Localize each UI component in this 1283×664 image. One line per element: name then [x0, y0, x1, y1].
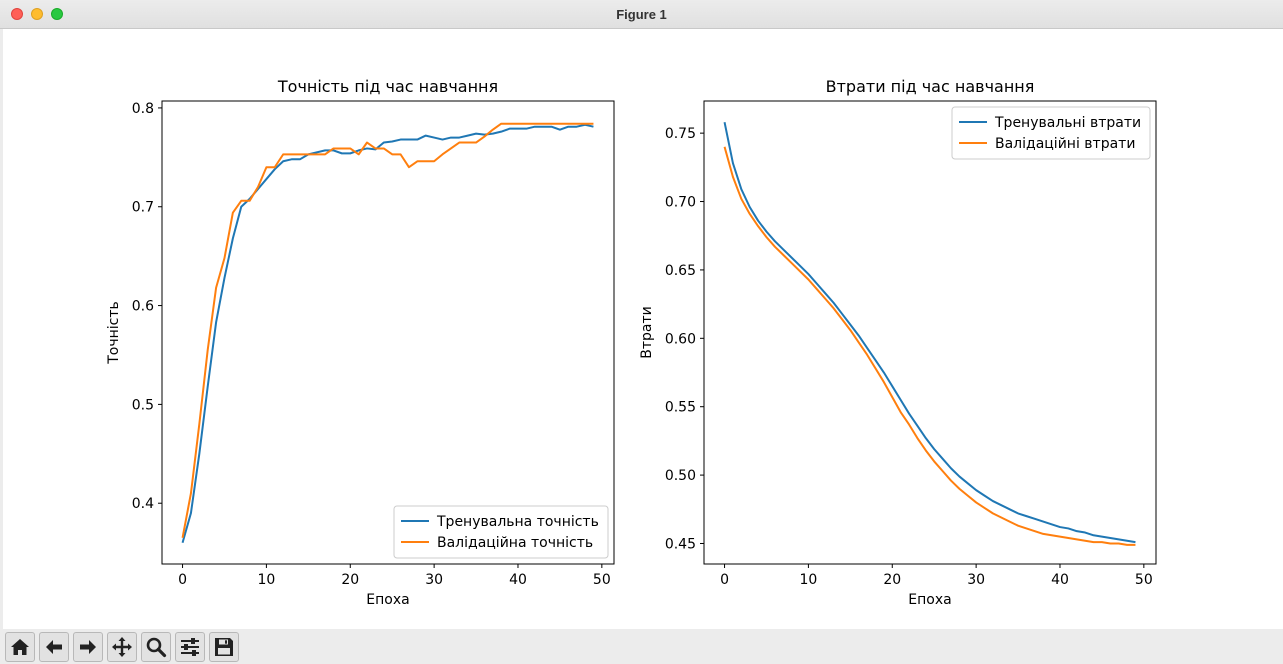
x-tick-label-1-1: 10 — [799, 572, 817, 588]
y-tick-label-1-4: 0.65 — [665, 263, 696, 279]
y-tick-label-1-6: 0.75 — [665, 126, 696, 142]
x-axis-label-1: Епоха — [908, 592, 951, 608]
window-titlebar: Figure 1 — [0, 0, 1283, 29]
y-tick-label-1-3: 0.60 — [665, 331, 696, 347]
minimize-window-button[interactable] — [31, 8, 43, 20]
y-tick-label-1-2: 0.55 — [665, 400, 696, 416]
x-tick-label-1-2: 20 — [883, 572, 901, 588]
legend-label-1-0: Тренувальні втрати — [994, 115, 1141, 131]
configure-subplots-button[interactable] — [175, 632, 205, 662]
floppy-disk-icon — [215, 638, 233, 656]
chart-title-0: Точність під час навчання — [277, 77, 498, 96]
y-tick-label-0-4: 0.8 — [132, 101, 154, 117]
series-line-1-0 — [723, 121, 1136, 544]
zoom-button[interactable] — [141, 632, 171, 662]
forward-button[interactable] — [73, 632, 103, 662]
chart-title-1: Втрати під час навчання — [826, 77, 1035, 96]
x-axis-label-0: Епоха — [366, 592, 409, 608]
home-icon — [11, 639, 29, 655]
arrow-left-icon — [46, 640, 62, 654]
pan-button[interactable] — [107, 632, 137, 662]
legend-box-0 — [393, 505, 609, 559]
maximize-window-button[interactable] — [51, 8, 63, 20]
sliders-icon — [181, 638, 199, 656]
window-title: Figure 1 — [616, 7, 667, 22]
x-tick-label-0-4: 40 — [509, 572, 527, 588]
x-tick-label-1-0: 0 — [720, 572, 729, 588]
x-tick-label-0-1: 10 — [257, 572, 275, 588]
arrow-right-icon — [80, 640, 96, 654]
y-tick-label-1-0: 0.45 — [665, 536, 696, 552]
y-tick-label-0-0: 0.4 — [132, 496, 154, 512]
y-tick-label-1-5: 0.70 — [665, 195, 696, 211]
figure-canvas[interactable]: Точність під час навчання 0 10 20 30 40 50 0.4 0… — [3, 29, 1283, 629]
figure-svg: Точність під час навчання 0 10 20 30 40 50 0.4 0… — [106, 77, 1157, 608]
y-axis-label-0: Точність — [106, 301, 122, 365]
series-line-1-1 — [723, 146, 1136, 546]
close-window-button[interactable] — [11, 8, 23, 20]
x-tick-label-1-4: 40 — [1051, 572, 1069, 588]
y-tick-label-0-1: 0.5 — [132, 397, 154, 413]
x-tick-label-0-5: 50 — [593, 572, 611, 588]
move-icon — [112, 637, 132, 657]
x-tick-label-1-3: 30 — [967, 572, 985, 588]
y-tick-label-1-1: 0.50 — [665, 468, 696, 484]
legend-label-0-0: Тренувальна точність — [436, 514, 599, 530]
legend-box-1 — [951, 106, 1151, 160]
x-tick-label-0-3: 30 — [425, 572, 443, 588]
legend-label-0-1: Валідаційна точність — [437, 535, 593, 551]
back-button[interactable] — [39, 632, 69, 662]
series-line-0-1 — [181, 122, 594, 538]
plot-frame-0 — [161, 100, 615, 565]
x-tick-label-1-5: 50 — [1135, 572, 1153, 588]
x-tick-label-0-0: 0 — [178, 572, 187, 588]
y-tick-label-0-3: 0.7 — [132, 200, 154, 216]
magnifier-icon — [146, 637, 167, 658]
home-button[interactable] — [5, 632, 35, 662]
navigation-toolbar — [0, 629, 1283, 664]
y-axis-label-1: Втрати — [639, 306, 655, 358]
legend-label-1-1: Валідаційні втрати — [995, 136, 1135, 152]
x-tick-label-0-2: 20 — [341, 572, 359, 588]
plot-frame-1 — [703, 100, 1157, 565]
save-button[interactable] — [209, 632, 239, 662]
y-tick-label-0-2: 0.6 — [132, 299, 154, 315]
